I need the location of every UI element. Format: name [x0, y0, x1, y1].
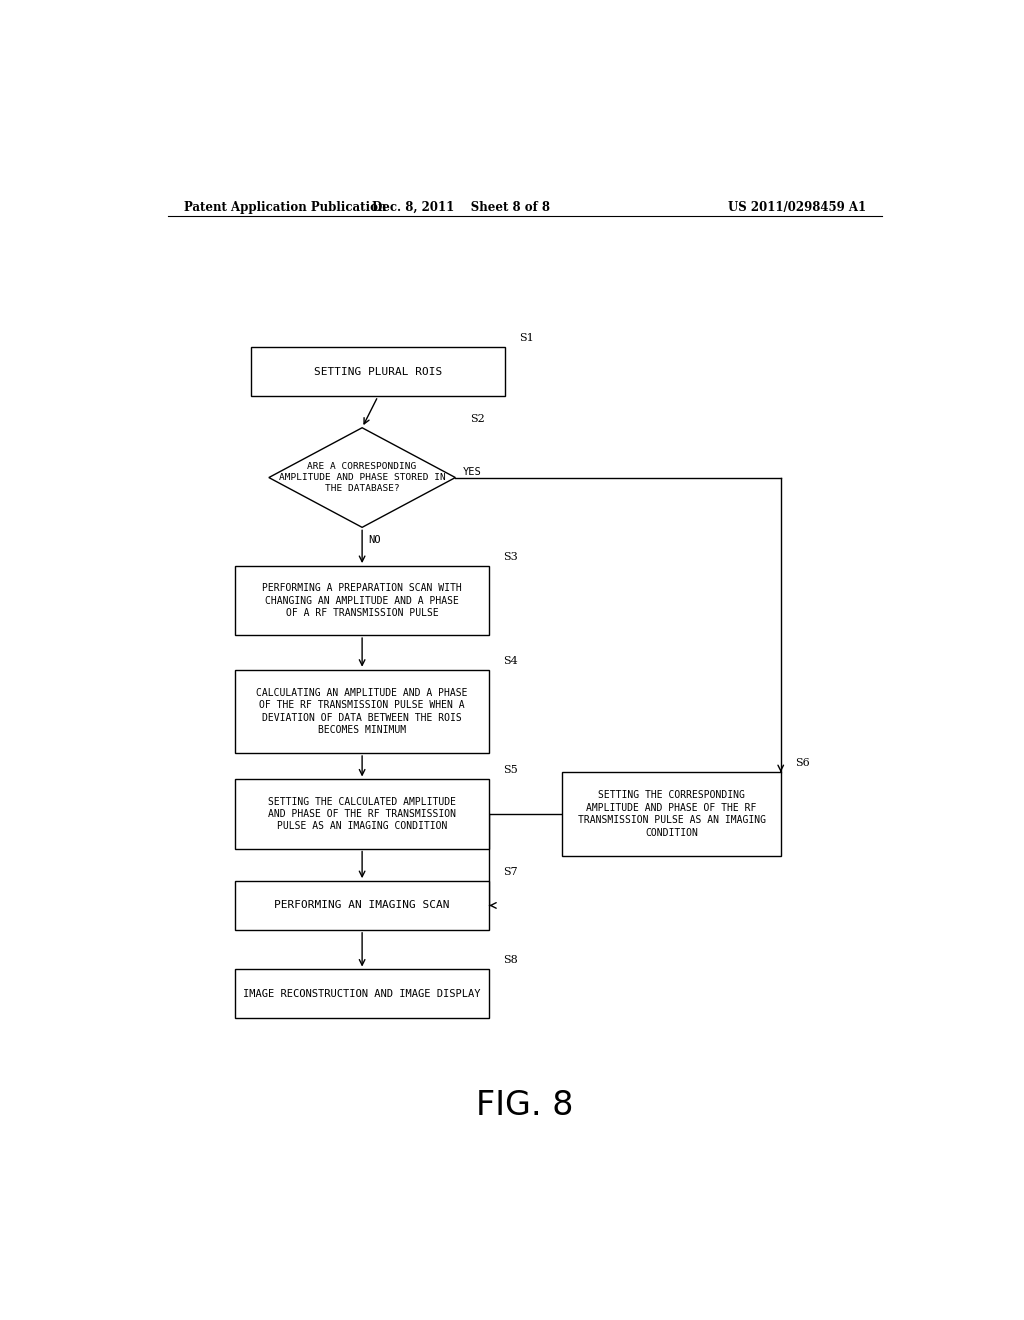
Text: S7: S7 — [504, 867, 518, 876]
Text: S1: S1 — [519, 334, 534, 343]
Text: PERFORMING A PREPARATION SCAN WITH
CHANGING AN AMPLITUDE AND A PHASE
OF A RF TRA: PERFORMING A PREPARATION SCAN WITH CHANG… — [262, 583, 462, 618]
Bar — [236, 880, 489, 929]
Text: NO: NO — [369, 536, 381, 545]
Text: Dec. 8, 2011    Sheet 8 of 8: Dec. 8, 2011 Sheet 8 of 8 — [373, 201, 550, 214]
Text: SETTING PLURAL ROIS: SETTING PLURAL ROIS — [314, 367, 442, 376]
Bar — [236, 969, 489, 1018]
Text: S6: S6 — [795, 758, 810, 768]
Bar — [236, 566, 489, 635]
Text: SETTING THE CORRESPONDING
AMPLITUDE AND PHASE OF THE RF
TRANSMISSION PULSE AS AN: SETTING THE CORRESPONDING AMPLITUDE AND … — [578, 791, 766, 838]
Text: S4: S4 — [504, 656, 518, 665]
Text: S2: S2 — [470, 413, 484, 424]
Bar — [236, 669, 489, 752]
Bar — [251, 347, 505, 396]
Text: S8: S8 — [504, 956, 518, 965]
Text: Patent Application Publication: Patent Application Publication — [183, 201, 386, 214]
Text: S3: S3 — [504, 552, 518, 562]
Polygon shape — [269, 428, 456, 528]
Text: CALCULATING AN AMPLITUDE AND A PHASE
OF THE RF TRANSMISSION PULSE WHEN A
DEVIATI: CALCULATING AN AMPLITUDE AND A PHASE OF … — [256, 688, 468, 735]
Text: IMAGE RECONSTRUCTION AND IMAGE DISPLAY: IMAGE RECONSTRUCTION AND IMAGE DISPLAY — [244, 989, 481, 999]
Bar — [236, 779, 489, 849]
Text: FIG. 8: FIG. 8 — [476, 1089, 573, 1122]
Text: YES: YES — [463, 467, 482, 478]
Bar — [562, 772, 780, 855]
Text: SETTING THE CALCULATED AMPLITUDE
AND PHASE OF THE RF TRANSMISSION
PULSE AS AN IM: SETTING THE CALCULATED AMPLITUDE AND PHA… — [268, 796, 456, 832]
Text: ARE A CORRESPONDING
AMPLITUDE AND PHASE STORED IN
THE DATABASE?: ARE A CORRESPONDING AMPLITUDE AND PHASE … — [279, 462, 445, 494]
Text: PERFORMING AN IMAGING SCAN: PERFORMING AN IMAGING SCAN — [274, 900, 450, 911]
Text: S5: S5 — [504, 766, 518, 775]
Text: US 2011/0298459 A1: US 2011/0298459 A1 — [728, 201, 866, 214]
